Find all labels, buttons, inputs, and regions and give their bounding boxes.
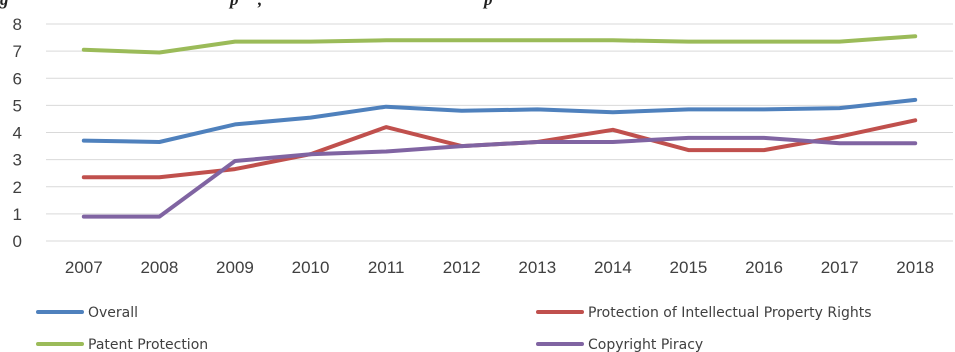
y-tick-label: 0 — [13, 232, 22, 251]
x-tick-label: 2014 — [594, 258, 632, 277]
x-tick-label: 2018 — [896, 258, 934, 277]
y-tick-label: 1 — [13, 205, 22, 224]
x-tick-label: 2017 — [821, 258, 859, 277]
x-tick-label: 2009 — [216, 258, 254, 277]
svg-text:,: , — [257, 0, 262, 9]
legend-label: Overall — [88, 305, 138, 321]
y-tick-label: 2 — [13, 178, 22, 197]
y-tick-label: 5 — [13, 96, 22, 115]
x-tick-label: 2013 — [518, 258, 556, 277]
series-lines — [81, 34, 918, 219]
legend: Overall Protection of Intellectual Proper… — [36, 305, 872, 352]
svg-text:p: p — [228, 0, 239, 9]
x-tick-label: 2015 — [670, 258, 708, 277]
y-tick-label: 6 — [13, 69, 22, 88]
legend-label: Patent Protection — [88, 337, 208, 352]
svg-text:g: g — [0, 0, 9, 9]
x-tick-label: 2008 — [140, 258, 178, 277]
x-tick-label: 2010 — [292, 258, 330, 277]
x-tick-label: 2012 — [443, 258, 481, 277]
legend-label: Copyright Piracy — [588, 337, 703, 352]
y-tick-label: 8 — [13, 15, 22, 34]
x-tick-label: 2016 — [745, 258, 783, 277]
x-tick-label: 2007 — [65, 258, 103, 277]
x-tick-label: 2011 — [368, 258, 405, 277]
legend-label: Protection of Intellectual Property Righ… — [588, 305, 872, 321]
cropped-caption: g p , p — [0, 0, 493, 9]
y-tick-label: 4 — [13, 124, 22, 143]
y-axis-ticks: 0 1 2 3 4 5 6 7 8 — [13, 15, 22, 251]
x-axis-ticks: 2007 2008 2009 2010 2011 2012 2013 2014 2015 2016… — [65, 258, 934, 277]
svg-text:p: p — [482, 0, 493, 9]
series-line-2 — [81, 34, 918, 55]
y-tick-label: 7 — [13, 42, 22, 61]
y-tick-label: 3 — [13, 151, 22, 170]
series-line-3 — [81, 135, 918, 219]
series-line-0 — [81, 97, 918, 144]
gridlines — [46, 23, 953, 242]
